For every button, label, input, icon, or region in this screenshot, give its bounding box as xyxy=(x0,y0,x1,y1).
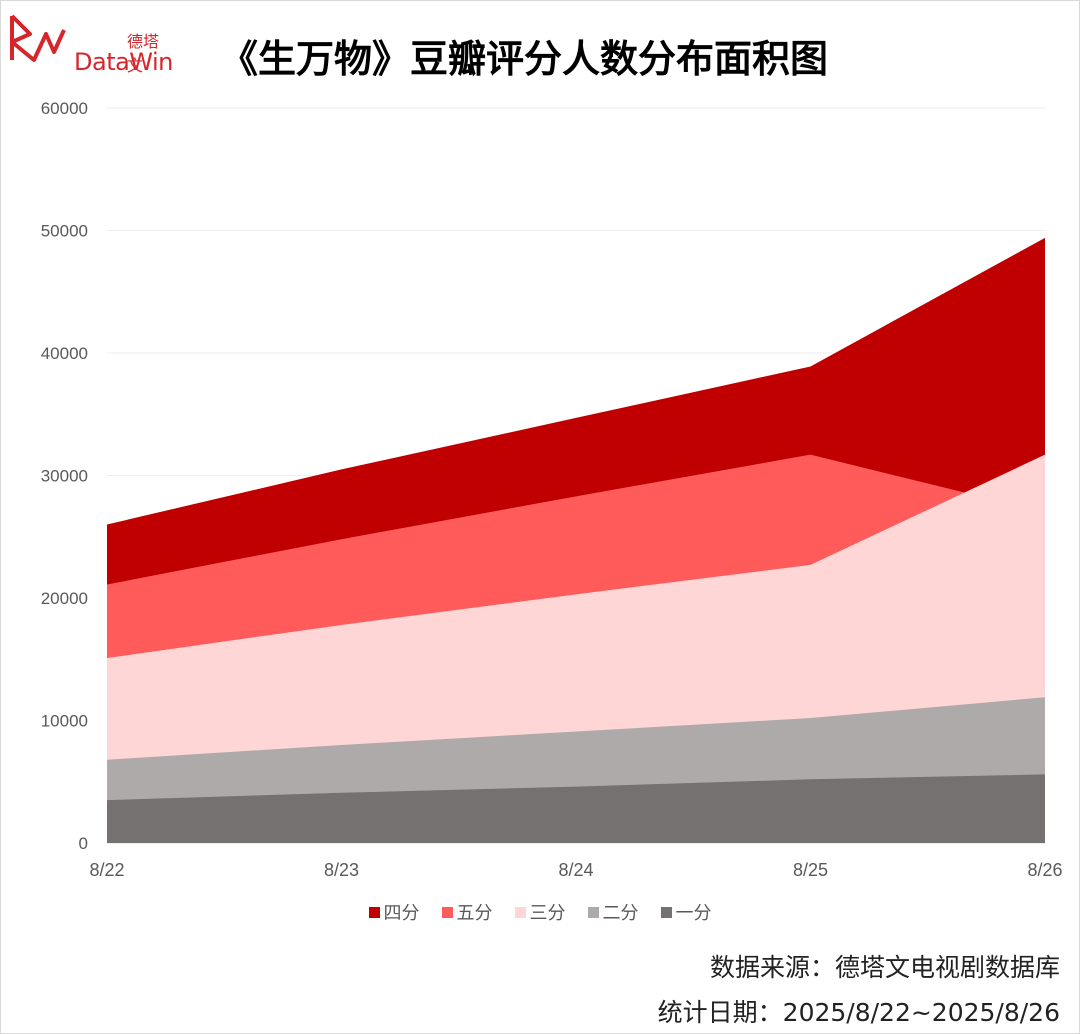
datawin-logo-icon xyxy=(10,14,66,62)
y-tick-label: 30000 xyxy=(41,467,88,486)
legend-item: 一分 xyxy=(660,899,712,925)
legend-item: 四分 xyxy=(368,899,420,925)
data-source: 数据来源：德塔文电视剧数据库 xyxy=(709,953,1060,982)
legend-item: 五分 xyxy=(441,899,493,925)
legend-label: 三分 xyxy=(529,903,566,924)
y-tick-label: 50000 xyxy=(41,222,88,241)
y-tick-label: 0 xyxy=(79,834,88,853)
x-tick-label: 8/25 xyxy=(793,860,828,880)
legend-swatch xyxy=(441,906,453,918)
x-tick-label: 8/26 xyxy=(1027,860,1062,880)
x-tick-label: 8/24 xyxy=(558,860,593,880)
area-series xyxy=(107,237,1045,844)
chart-title: 《生万物》豆瓣评分人数分布面积图 xyxy=(220,37,829,81)
legend-item: 三分 xyxy=(514,899,566,925)
legend-label: 一分 xyxy=(675,903,712,924)
legend-swatch xyxy=(514,906,526,918)
legend-swatch xyxy=(660,906,672,918)
x-axis-labels: 8/22 8/23 8/24 8/25 8/26 xyxy=(89,860,1062,880)
logo-text-en: DataWin xyxy=(74,48,173,76)
y-tick-label: 10000 xyxy=(41,712,88,731)
y-tick-label: 60000 xyxy=(41,99,88,118)
datawin-logo: 德塔文 DataWin xyxy=(10,12,173,76)
stat-period: 统计日期：2025/8/22~2025/8/26 xyxy=(657,998,1060,1027)
logo-text-cn: 德塔文 xyxy=(127,32,160,75)
legend-label: 四分 xyxy=(383,903,420,924)
x-tick-label: 8/23 xyxy=(324,860,359,880)
y-tick-label: 20000 xyxy=(41,589,88,608)
legend-label: 二分 xyxy=(602,903,639,924)
legend-swatch xyxy=(368,906,380,918)
x-tick-label: 8/22 xyxy=(89,860,124,880)
area-series-4 xyxy=(107,774,1045,843)
y-axis-labels: 0 10000 20000 30000 40000 50000 60000 xyxy=(41,99,88,853)
y-tick-label: 40000 xyxy=(41,344,88,363)
legend-swatch xyxy=(587,906,599,918)
legend: 四分 五分 三分 二分 一分 xyxy=(0,899,1080,925)
legend-label: 五分 xyxy=(456,903,493,924)
legend-item: 二分 xyxy=(587,899,639,925)
